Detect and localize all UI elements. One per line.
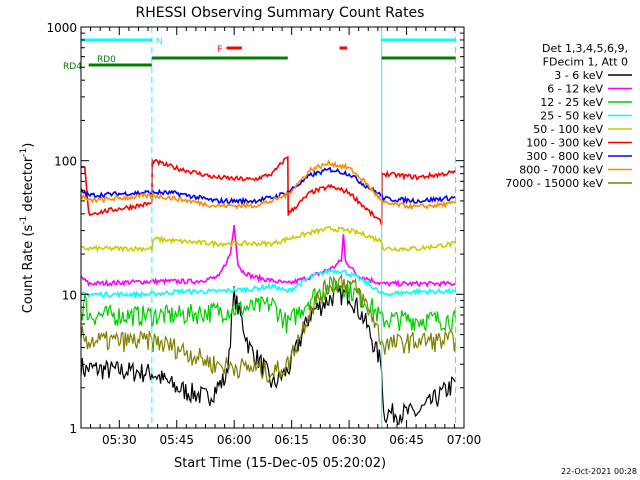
plot-frame	[80, 26, 465, 429]
x-axis-ticks: 05:30 05:45 06:00 06:15 06:30 06:45 07:00	[90, 27, 482, 447]
series-line-9	[80, 273, 457, 383]
x-tick-label: 05:30	[102, 433, 137, 447]
x-tick-label: 06:45	[389, 433, 424, 447]
legend-entry-label: 50 - 100 keV	[533, 123, 603, 136]
legend-entry-label: 800 - 7000 keV	[519, 164, 603, 177]
flag-bar-layer: N F RD0 RD4	[63, 37, 456, 72]
legend-entry-label: 25 - 50 keV	[540, 110, 603, 123]
y-tick-label: 1000	[46, 21, 77, 35]
series-line-2	[80, 224, 456, 288]
x-tick-label: 07:00	[447, 433, 482, 447]
date-stamp: 22-Oct-2021 00:28	[561, 467, 637, 476]
x-tick-label: 06:00	[217, 433, 252, 447]
legend-entry-label: 6 - 12 keV	[547, 83, 603, 96]
series-line-4	[80, 267, 456, 300]
x-tick-label: 05:45	[159, 433, 194, 447]
flag-bar-label: RD0	[97, 55, 116, 65]
y-axis-label-main: Count Rate (s	[21, 225, 36, 314]
legend-entry-label: 7000 - 15000 keV	[505, 177, 603, 190]
y-axis-ticks: 1 10 100 1000	[46, 21, 464, 436]
legend-entry-label: 300 - 800 keV	[526, 150, 603, 163]
legend-entry-label: 100 - 300 keV	[526, 137, 603, 150]
series-layer	[80, 155, 457, 425]
legend-header-line: FDecim 1, Att 0	[543, 56, 628, 69]
chart-title: RHESSI Observing Summary Count Rates	[136, 5, 425, 21]
series-line-6	[80, 155, 457, 226]
series-line-7	[80, 166, 456, 206]
y-axis-label-sup1: -1	[19, 216, 29, 225]
y-axis-label: Count Rate (s-1 detector-1)	[19, 143, 36, 314]
legend-header-line: Det 1,3,4,5,6,9,	[542, 42, 628, 55]
x-tick-label: 06:15	[274, 433, 309, 447]
legend-entry-label: 3 - 6 keV	[554, 69, 603, 82]
y-tick-label: 10	[62, 288, 77, 302]
y-tick-label: 100	[54, 155, 77, 169]
y-axis-label-end: )	[21, 143, 36, 148]
y-axis-label-mid: detector	[21, 156, 36, 216]
series-line-1	[80, 285, 457, 425]
flag-bar-label: F	[217, 45, 222, 55]
x-tick-label: 06:30	[332, 433, 367, 447]
series-line-5	[80, 226, 457, 254]
legend: Det 1,3,4,5,6,9,FDecim 1, Att 03 - 6 keV…	[505, 42, 632, 190]
x-axis-label: Start Time (15-Dec-05 05:20:02)	[174, 456, 386, 471]
series-line-3	[80, 275, 457, 334]
legend-entry-label: 12 - 25 keV	[540, 96, 603, 109]
series-line-8	[80, 159, 457, 211]
flag-bar-label: RD4	[63, 62, 82, 72]
y-tick-label: 1	[69, 422, 77, 436]
y-axis-label-sup2: -1	[19, 148, 29, 157]
flag-bar-label: N	[156, 37, 163, 47]
